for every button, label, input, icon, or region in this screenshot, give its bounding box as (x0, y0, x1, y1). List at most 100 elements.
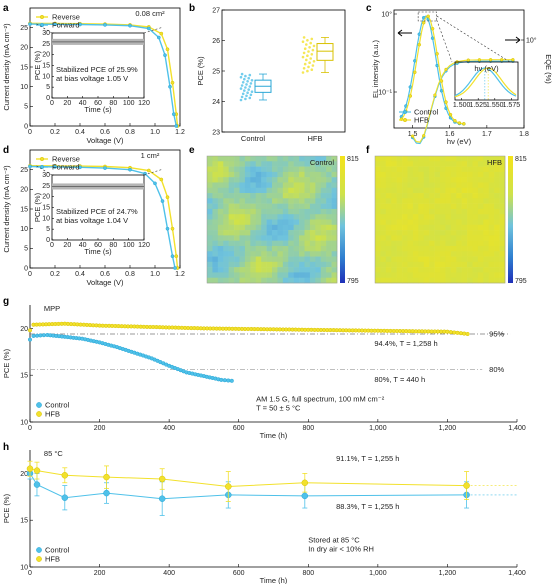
b-data-point-control (248, 96, 252, 100)
g-point-control (38, 333, 43, 338)
e-heat-cell (223, 203, 229, 210)
e-heat-cell (277, 272, 284, 279)
f-heat-cell (375, 256, 381, 263)
f-heat-cell (450, 256, 457, 263)
b-data-point-control (244, 74, 247, 78)
a-ytick-label: 25 (20, 25, 28, 32)
f-heat-cell (494, 251, 500, 257)
b-data-point-hfb (312, 60, 316, 63)
e-heat-cell (277, 166, 284, 173)
e-heat-cell (315, 245, 322, 252)
f-heat-cell (488, 272, 495, 279)
e-heat-cell (244, 245, 251, 252)
e-heat-cell (277, 267, 284, 273)
f-heat-cell (477, 277, 484, 284)
panel-d-jv-chart: 0 0.2 0.4 0.6 0.8 1.0 1.2 0 5 10 15 20 25 Voltage (V)… (2, 149, 185, 287)
h-legend-marker (36, 556, 42, 562)
a-point-forward (174, 124, 179, 128)
f-heat-cell (461, 166, 468, 173)
f-heat-cell (494, 187, 500, 194)
e-heat-cell (212, 240, 219, 247)
h-tag: 85 °C (44, 449, 63, 458)
e-heat-cell (207, 256, 213, 263)
d-point-forward (170, 254, 175, 259)
e-heat-cell (331, 277, 338, 284)
h-series-line-control (29, 473, 467, 500)
e-heat-cell (250, 240, 257, 247)
b-data-point-hfb (307, 50, 310, 53)
a-point-forward (28, 22, 32, 26)
f-heat-cell (418, 208, 425, 215)
f-heat-cell (483, 256, 490, 263)
e-heat-cell (304, 161, 311, 167)
e-heat-cell (315, 182, 322, 189)
g-point-control (222, 378, 227, 383)
f-heat-cell (488, 198, 495, 204)
e-heat-cell (223, 261, 229, 268)
f-heat-cell (391, 256, 397, 263)
e-heat-cell (282, 245, 289, 252)
f-heat-cell (456, 261, 462, 268)
g-xtick-label: 1,400 (508, 425, 526, 432)
f-heat-cell (456, 187, 462, 194)
f-heat-cell (472, 245, 479, 252)
f-heat-cell (494, 198, 500, 204)
e-heat-cell (309, 240, 316, 247)
f-heat-cell (429, 240, 435, 247)
f-heat-cell (423, 224, 430, 231)
f-heat-cell (396, 240, 403, 247)
e-heat-cell (293, 261, 300, 268)
e-heat-cell (282, 261, 289, 268)
d-ytick-label: 5 (24, 246, 28, 253)
d-inset-xlabel: Time (s) (84, 247, 112, 256)
f-heat-cell (467, 261, 473, 268)
e-heat-cell (217, 187, 224, 194)
f-heat-cell (488, 219, 495, 226)
b-data-point-control (243, 77, 246, 81)
e-heat-cell (315, 193, 322, 199)
e-heat-cell (217, 277, 224, 284)
f-heat-cell (434, 224, 441, 231)
b-data-point-hfb (302, 67, 306, 70)
g-legend-marker (36, 411, 42, 417)
f-heat-cell (418, 182, 425, 189)
e-heat-cell (266, 235, 273, 241)
c-el-point (426, 14, 430, 19)
e-heat-cell (255, 171, 262, 178)
f-heat-cell (380, 277, 387, 284)
a-inset-xtick-label: 100 (123, 100, 135, 107)
b-data-point-control (248, 73, 252, 77)
e-heat-cell (320, 272, 327, 279)
h-ytick-label: 15 (20, 518, 28, 525)
e-heat-cell (261, 251, 267, 257)
f-heat-cell (407, 272, 414, 279)
f-heat-cell (396, 171, 403, 178)
g-point-control (219, 377, 224, 382)
e-heat-cell (326, 193, 332, 199)
e-heat-cell (228, 193, 235, 199)
f-heat-cell (488, 161, 495, 167)
e-heat-cell (207, 251, 213, 257)
f-heat-cell (418, 256, 425, 263)
b-data-point-hfb (309, 57, 313, 60)
c-el-point (417, 42, 422, 47)
f-heat-cell (418, 224, 425, 231)
e-heat-cell (234, 251, 240, 257)
e-heat-cell (331, 193, 338, 199)
e-heat-cell (299, 214, 305, 220)
e-heat-cell (261, 198, 267, 204)
e-heat-cell (320, 198, 327, 204)
f-heat-cell (429, 193, 435, 199)
e-heat-cell (288, 261, 294, 268)
h-xtick-label: 1,200 (439, 570, 457, 577)
e-heat-cell (288, 245, 294, 252)
f-heat-cell (461, 219, 468, 226)
h-point-hfb (26, 465, 34, 472)
e-heat-cell (331, 166, 338, 173)
f-heat-cell (450, 203, 457, 210)
e-heat-cell (228, 251, 235, 257)
e-heat-cell (304, 224, 311, 231)
a-connector (36, 23, 53, 34)
f-heat-cell (477, 208, 484, 215)
e-heat-cell (266, 166, 273, 173)
